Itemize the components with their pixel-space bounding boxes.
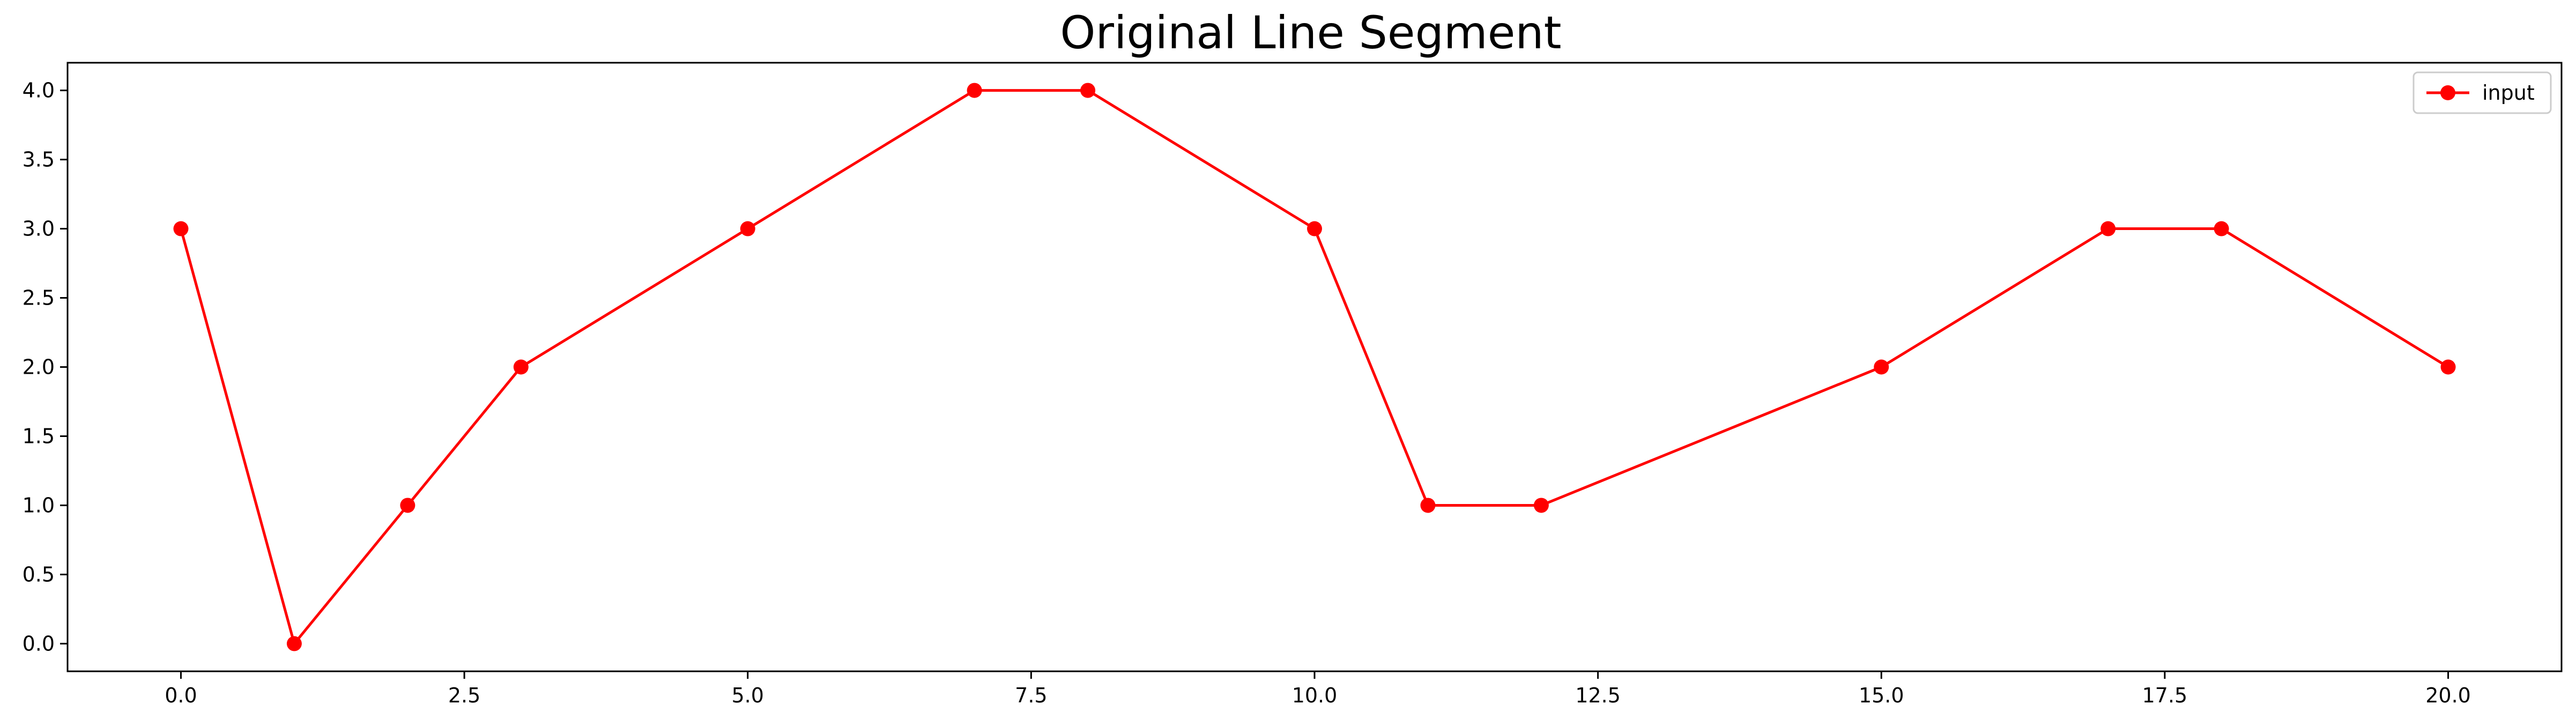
x-tick-label: 15.0 bbox=[1859, 684, 1904, 707]
y-tick-label: 0.0 bbox=[23, 632, 55, 655]
y-tick-label: 0.5 bbox=[23, 562, 55, 586]
y-tick-label: 4.0 bbox=[23, 79, 55, 102]
data-point bbox=[1080, 83, 1096, 98]
y-tick-label: 3.5 bbox=[23, 148, 55, 172]
plot-area: 0.0 2.5 5.0 7.5 10.0 12.5 15.0 17.5 20.0 0.0 0.5 1.… bbox=[23, 62, 2563, 707]
legend-marker bbox=[2440, 85, 2455, 100]
data-point bbox=[2100, 221, 2116, 236]
data-point bbox=[967, 83, 982, 98]
legend: input bbox=[2412, 71, 2552, 114]
x-tick-label: 17.5 bbox=[2142, 684, 2188, 707]
data-point bbox=[1420, 498, 1436, 513]
data-point bbox=[173, 221, 189, 236]
y-tick-label: 1.5 bbox=[23, 424, 55, 448]
x-tick-label: 12.5 bbox=[1575, 684, 1621, 707]
x-tick-label: 0.0 bbox=[165, 684, 197, 707]
chart-title: Original Line Segment bbox=[1060, 6, 1561, 59]
data-point bbox=[286, 636, 302, 651]
data-point bbox=[1533, 498, 1549, 513]
series-line-input bbox=[180, 89, 2449, 645]
data-point bbox=[513, 359, 529, 375]
legend-label: input bbox=[2482, 81, 2535, 105]
legend-box bbox=[2412, 71, 2552, 114]
data-point bbox=[400, 498, 415, 513]
x-tick-label: 20.0 bbox=[2425, 684, 2471, 707]
data-point bbox=[2214, 221, 2229, 236]
x-tick-label: 5.0 bbox=[732, 684, 764, 707]
y-tick-label: 1.0 bbox=[23, 493, 55, 517]
x-tick-label: 2.5 bbox=[448, 684, 480, 707]
data-point bbox=[1307, 221, 1322, 236]
y-tick-label: 2.0 bbox=[23, 355, 55, 379]
y-tick-label: 2.5 bbox=[23, 286, 55, 310]
y-tick-label: 3.0 bbox=[23, 217, 55, 241]
x-tick-label: 7.5 bbox=[1015, 684, 1047, 707]
data-point bbox=[1874, 359, 1889, 375]
data-point bbox=[740, 221, 755, 236]
x-tick-label: 10.0 bbox=[1292, 684, 1338, 707]
data-point bbox=[2440, 359, 2456, 375]
